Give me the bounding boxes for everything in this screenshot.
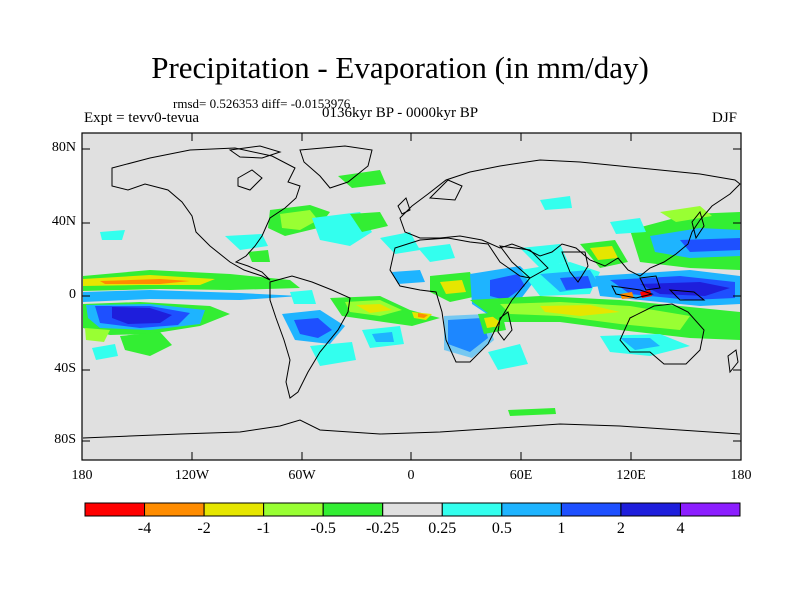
lat-label-80n: 80N: [51, 140, 76, 155]
contour-cyan-siberia: [540, 196, 572, 210]
lon-label-120w: 120W: [174, 468, 210, 483]
lon-label-60e: 60E: [509, 468, 533, 483]
lon-label-180e: 180: [730, 468, 752, 483]
axis-ticks: [82, 133, 741, 460]
contour-yellow-congo: [440, 280, 466, 294]
colorbar-label-5: 0.25: [428, 520, 457, 537]
coastline-greenland: [299, 145, 373, 189]
contour-green-se-indian: [508, 408, 556, 416]
contour-cyan-amazon: [290, 290, 316, 304]
coastline-india: [561, 251, 589, 283]
contour-cyan-s-indian: [488, 344, 528, 370]
colorbar-label-4: -0.25: [366, 520, 400, 537]
colorbar-box-0: [84, 502, 146, 517]
colorbar-box-9: [620, 502, 681, 517]
coastline-indonesia: [611, 285, 654, 299]
contour-lightblue-s-atlantic: [372, 332, 394, 342]
plot-title: Precipitation - Evaporation (in mm/day): [151, 50, 649, 85]
colorbar-box-1: [144, 502, 205, 517]
contour-blue-e-africa: [490, 274, 525, 300]
colorbar-box-8: [560, 502, 622, 517]
contour-orange-pacific-north: [100, 279, 190, 284]
contour-darkblue-maritime: [640, 282, 730, 296]
colorbar-box-6: [441, 502, 503, 517]
colorbar-label-0: -4: [137, 520, 152, 537]
contour-green-atlantic-east: [350, 212, 388, 232]
colorbar-box-3: [263, 502, 324, 517]
contour-cyan-s-america-south: [310, 342, 356, 366]
contour-yellow-indian-band: [540, 305, 620, 316]
coastline-japan: [691, 210, 705, 240]
contour-green-greenland: [338, 170, 386, 188]
contour-yellow-brazil: [356, 304, 392, 313]
contour-fills: [83, 170, 740, 416]
contour-blue-indian-eq: [560, 276, 592, 290]
coastline-australia: [619, 303, 705, 365]
coastline-borneo: [639, 275, 661, 291]
colorbar-label-9: 4: [676, 520, 685, 537]
lon-label-120e: 120E: [616, 468, 646, 483]
contour-green-pacific-far-south: [120, 332, 172, 356]
colorbar-box-10: [679, 502, 741, 517]
colorbar-label-3: -0.5: [310, 520, 336, 537]
colorbar-label-6: 0.5: [491, 520, 512, 537]
contour-lightblue-w-africa: [392, 270, 425, 284]
coastlines: [82, 145, 741, 439]
contour-lightgreen-n-atlantic: [280, 210, 318, 230]
colorbar-label-2: -1: [256, 520, 271, 537]
contour-cyan-pacific-far-south: [92, 344, 118, 360]
contour-green-pacific-west: [85, 328, 110, 342]
contour-orange-s-atlantic-east: [418, 313, 428, 318]
lat-label-40s: 40S: [54, 361, 76, 376]
contour-cyan-gulf: [225, 234, 268, 250]
colorbar-label-8: 2: [616, 520, 625, 537]
coastline-new-zealand: [727, 349, 739, 374]
colorbar-label-7: 1: [557, 520, 566, 537]
coastline-arctic-islands: [228, 145, 282, 159]
season-label: DJF: [712, 110, 738, 126]
coastline-new-guinea: [668, 289, 706, 301]
contour-darkblue-pacific-south: [112, 307, 172, 324]
colorbar-box-2: [203, 502, 265, 517]
colorbar: [84, 502, 741, 517]
colorbar-label-1: -2: [197, 520, 211, 537]
contour-cyan-china: [610, 218, 646, 234]
lat-label-40n: 40N: [51, 214, 76, 229]
colorbar-box-4: [322, 502, 384, 517]
period-label: 0136kyr BP - 0000kyr BP: [322, 105, 479, 121]
coastline-uk: [397, 197, 411, 215]
contour-cyan-arabia: [520, 244, 568, 268]
coastline-arabia: [498, 245, 549, 279]
coastline-eurasia: [399, 159, 741, 277]
lon-label-0: 0: [407, 468, 415, 483]
contour-cyan-n-pacific: [100, 230, 125, 240]
colorbar-box-7: [501, 502, 562, 517]
contour-cyan-africa-north: [418, 244, 455, 262]
stats-line: rmsd= 0.526353 diff= -0.0153976: [173, 96, 351, 111]
coastline-scandinavia: [428, 179, 463, 201]
coastline-madagascar: [497, 311, 513, 341]
coastline-north-america: [111, 147, 301, 281]
contour-blue-nw-pacific: [680, 238, 740, 252]
lon-label-180w: 180: [71, 468, 93, 483]
contour-green-caribbean: [248, 250, 270, 262]
lat-label-0: 0: [69, 287, 76, 302]
contour-blue-s-america: [294, 318, 332, 338]
lon-label-60w: 60W: [288, 468, 316, 483]
experiment-label: Expt = tevv0-tevua: [84, 110, 200, 126]
contour-lightgreen-japan: [660, 206, 712, 222]
coastline-africa: [389, 237, 531, 363]
coastline-antarctica: [82, 419, 741, 439]
contour-cyan-iberia: [380, 232, 420, 254]
coastline-south-america: [269, 275, 351, 399]
contour-lightblue-australia: [620, 338, 660, 350]
contour-yellow-bay-bengal: [590, 246, 618, 260]
colorbar-box-5: [382, 502, 443, 517]
coastline-hudson: [237, 169, 263, 191]
lat-label-80s: 80S: [54, 432, 76, 447]
contour-lightblue-pacific-eq: [83, 290, 300, 302]
